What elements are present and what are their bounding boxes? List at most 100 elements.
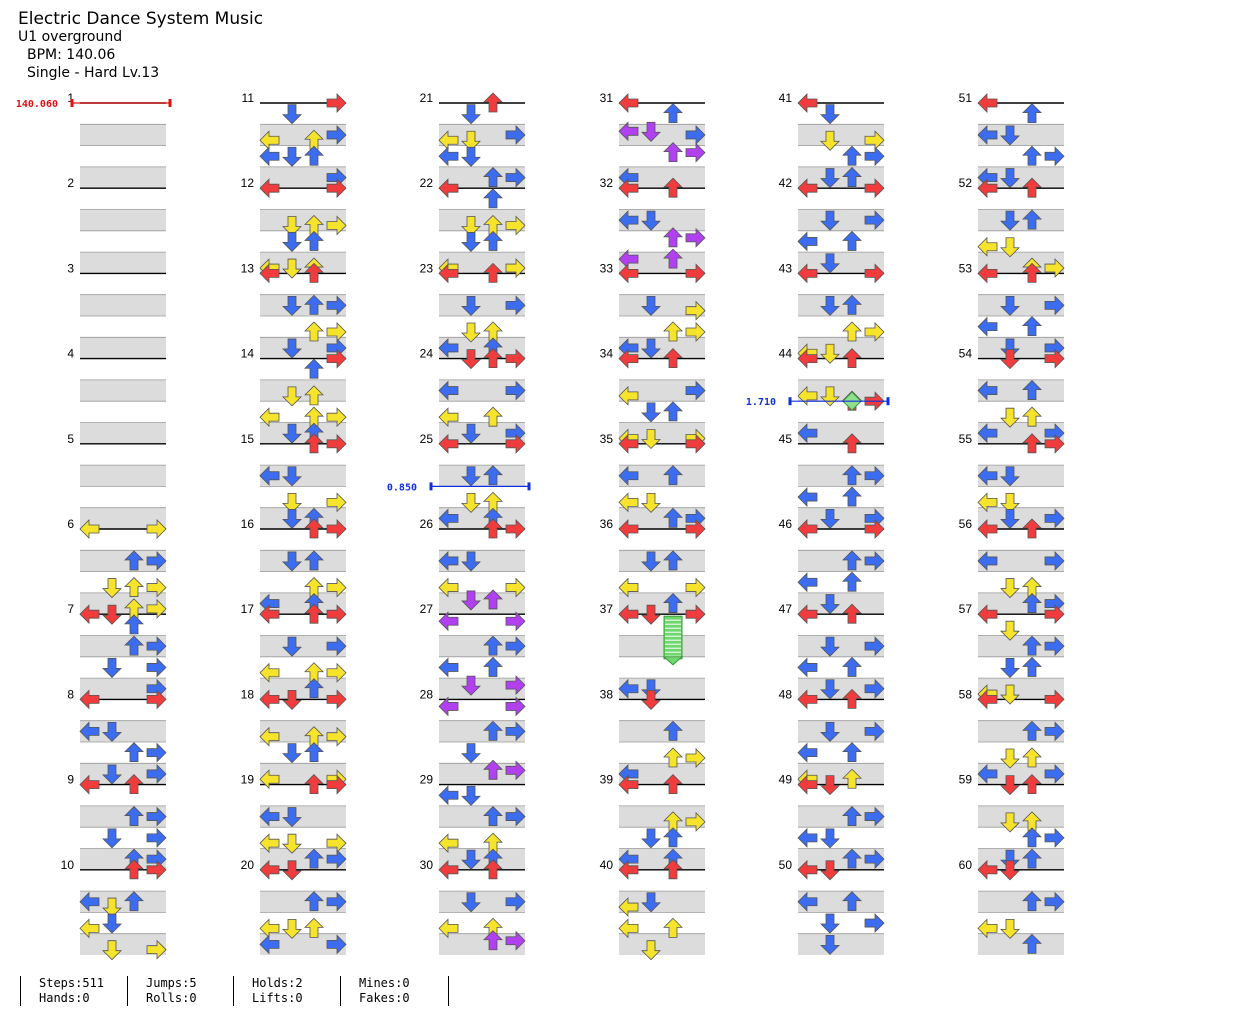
arrow-down [282, 492, 302, 513]
arrow-left [79, 604, 100, 625]
arrow-right [505, 675, 526, 696]
arrow-right [1044, 891, 1065, 912]
arrow-right [864, 849, 885, 870]
measure-number: 26 [420, 517, 434, 531]
arrow-up [304, 603, 324, 624]
arrow-left [438, 380, 459, 401]
measure-number: 57 [959, 602, 973, 616]
beat-band [978, 592, 1064, 615]
beat-band [80, 720, 166, 742]
arrow-left [259, 726, 280, 747]
arrow-down [1000, 578, 1020, 599]
beat-band [798, 678, 884, 700]
arrow-right [1044, 295, 1065, 316]
arrow-right [864, 636, 885, 657]
arrow-up [304, 262, 324, 283]
beat-band [439, 379, 525, 402]
arrow-up [1022, 933, 1042, 954]
arrow-left [977, 236, 998, 257]
measure-number: 19 [241, 773, 255, 787]
arrow-up [1022, 433, 1042, 454]
beat-band [260, 848, 346, 870]
stop-cap [886, 397, 890, 406]
arrow-left [438, 859, 459, 880]
arrow-left [977, 918, 998, 939]
stats-jumps-rolls: Jumps:5 Rolls:0 [146, 976, 197, 1005]
arrow-right [505, 696, 526, 717]
arrow-right [685, 577, 706, 598]
arrow-right [146, 519, 167, 539]
stop-cap [788, 397, 792, 406]
arrow-down [820, 594, 840, 615]
arrow-down [820, 210, 840, 231]
arrow-right [1044, 550, 1065, 571]
beat-band [439, 337, 525, 359]
measure-number: 36 [600, 517, 614, 531]
beat-band [80, 465, 166, 487]
hold-body [662, 615, 684, 666]
arrow-up [842, 768, 862, 789]
measure-number: 10 [61, 858, 75, 872]
arrow-up [483, 589, 503, 610]
arrow-down [641, 492, 661, 513]
arrow-down [1000, 237, 1020, 258]
arrow-right [326, 407, 347, 428]
arrow-left [259, 662, 280, 683]
arrow-down [820, 253, 840, 274]
arrow-down [1000, 684, 1020, 705]
beat-band [978, 678, 1064, 700]
arrow-up [304, 848, 324, 869]
arrow-up [663, 103, 683, 124]
arrow-right [505, 636, 526, 657]
arrow-up [842, 348, 862, 369]
measure-number: 24 [420, 347, 434, 361]
hold-tail [662, 656, 684, 666]
arrow-left [977, 519, 998, 539]
arrow-left [797, 93, 818, 113]
arrow-down [1000, 775, 1020, 796]
arrow-right [864, 210, 885, 231]
measure-number: 37 [600, 602, 614, 616]
arrow-left [797, 859, 818, 880]
arrow-left [438, 611, 459, 632]
beat-band [439, 891, 525, 913]
arrow-left [438, 178, 459, 199]
arrow-up [124, 550, 144, 571]
arrow-up [483, 805, 503, 826]
beat-band [619, 252, 705, 274]
arrow-right [326, 178, 347, 199]
arrow-down [461, 232, 481, 253]
arrow-down [282, 146, 302, 167]
arrow-up [842, 688, 862, 709]
measure-number: 49 [779, 773, 793, 787]
arrow-right [1044, 348, 1065, 369]
arrow-down [282, 833, 302, 854]
arrow-up [1022, 262, 1042, 283]
arrow-left [797, 385, 818, 406]
arrow-down [102, 913, 122, 934]
stats-steps-hands: Steps:511 Hands:0 [39, 976, 105, 1005]
beat-band [260, 294, 346, 316]
arrow-left [259, 769, 280, 790]
arrow-right [864, 146, 885, 167]
arrow-up [304, 385, 324, 406]
measure-number: 39 [600, 773, 614, 787]
beat-band [260, 592, 346, 615]
arrow-up [842, 433, 862, 454]
beat-band [80, 891, 166, 913]
arrow-right [685, 519, 706, 539]
beat-band [798, 805, 884, 828]
arrow-right [505, 891, 526, 912]
arrow-down [282, 636, 302, 657]
arrow-left [618, 678, 639, 699]
arrow-right [1044, 827, 1065, 848]
stats-mines-fakes: Mines:0 Fakes:0 [359, 976, 410, 1005]
arrow-down [1000, 849, 1020, 870]
beat-band [798, 635, 884, 657]
arrow-left [79, 774, 100, 795]
arrow-up [842, 805, 862, 826]
beat-band [439, 592, 525, 615]
arrow-up [304, 742, 324, 763]
arrow-right [505, 433, 526, 454]
arrow-left [438, 146, 459, 167]
